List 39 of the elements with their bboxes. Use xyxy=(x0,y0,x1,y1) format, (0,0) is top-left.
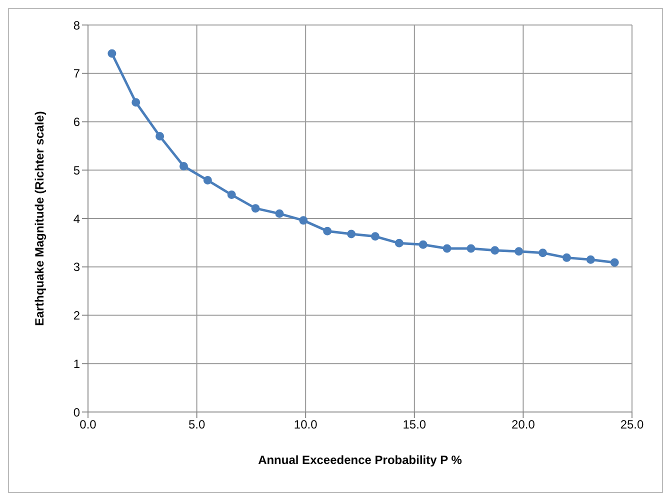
y-tick-label: 0 xyxy=(73,405,80,420)
point xyxy=(251,204,260,213)
point xyxy=(108,49,116,58)
point xyxy=(132,98,140,107)
x-tick-label: 20.0 xyxy=(512,418,536,432)
point xyxy=(610,258,619,267)
point xyxy=(370,232,380,241)
x-tick-label: 25.0 xyxy=(620,418,644,432)
point xyxy=(514,247,524,256)
y-axis-title: Earthquake Magnitude (Richter scale) xyxy=(32,111,46,326)
x-axis-title: Annual Exceedence Probability P % xyxy=(258,453,462,467)
y-tick-label: 2 xyxy=(73,308,80,323)
point xyxy=(299,216,308,225)
point xyxy=(490,246,500,255)
point xyxy=(323,226,332,236)
point xyxy=(562,253,571,262)
y-tick-label: 6 xyxy=(73,115,80,130)
point xyxy=(347,230,356,238)
y-tick-label: 8 xyxy=(73,18,80,32)
point xyxy=(203,176,212,185)
point xyxy=(538,248,548,258)
point xyxy=(418,240,428,249)
y-tick-label: 4 xyxy=(73,212,80,226)
x-tick-label: 0.0 xyxy=(80,418,97,432)
point xyxy=(156,132,164,141)
point xyxy=(275,209,284,218)
x-tick-label: 10.0 xyxy=(294,418,318,432)
y-tick-label: 3 xyxy=(73,260,80,274)
point xyxy=(179,162,188,171)
point xyxy=(466,244,476,253)
point xyxy=(227,190,236,200)
point xyxy=(394,238,404,248)
y-tick-label: 5 xyxy=(73,163,80,178)
y-tick-label: 1 xyxy=(73,356,80,371)
x-tick-label: 15.0 xyxy=(402,418,426,432)
y-tick-label: 7 xyxy=(73,66,80,81)
x-tick-label: 5.0 xyxy=(188,418,206,432)
point xyxy=(442,244,452,253)
point xyxy=(586,255,595,264)
